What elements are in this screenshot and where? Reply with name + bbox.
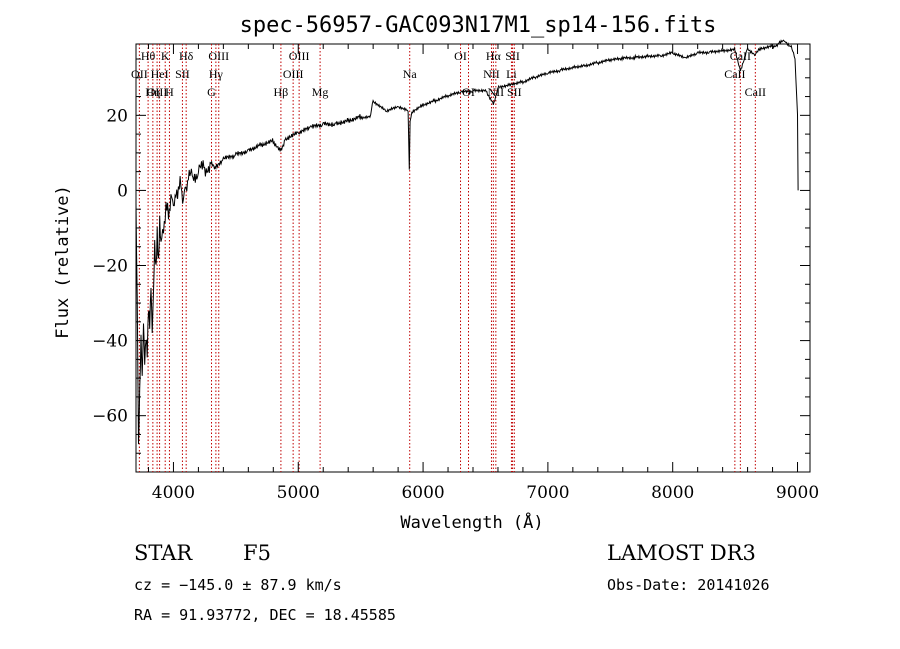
line-marker-label-27: CaII bbox=[745, 85, 766, 99]
line-marker-label-22: Hβ bbox=[274, 85, 289, 99]
line-marker-label-23: Mg bbox=[312, 85, 329, 99]
x-tick-label: 9000 bbox=[776, 483, 819, 503]
line-marker-label-17: CaII bbox=[724, 67, 745, 81]
line-marker-label-3: OIII bbox=[208, 49, 229, 63]
y-tick-label: 20 bbox=[106, 106, 128, 126]
chart-title: spec-56957-GAC093N17M1_sp14-156.fits bbox=[240, 13, 717, 38]
line-marker-label-25: NII bbox=[488, 85, 505, 99]
line-marker-label-15: NII bbox=[483, 67, 500, 81]
y-tick-label: −40 bbox=[92, 332, 128, 352]
x-tick-label: 5000 bbox=[277, 483, 320, 503]
redshift-cz: cz = −145.0 ± 87.9 km/s bbox=[134, 576, 342, 594]
survey-name: LAMOST DR3 bbox=[607, 541, 756, 565]
line-marker-label-20: H bbox=[165, 85, 174, 99]
line-marker-label-0: Hθ bbox=[141, 49, 156, 63]
line-marker-label-1: K bbox=[161, 49, 170, 63]
x-tick-label: 4000 bbox=[152, 483, 195, 503]
line-marker-label-21: G bbox=[207, 85, 216, 99]
line-marker-label-7: SII bbox=[505, 49, 520, 63]
coordinates: RA = 91.93772, DEC = 18.45585 bbox=[134, 606, 396, 624]
line-marker-label-26: SII bbox=[507, 85, 522, 99]
line-marker-label-11: SII bbox=[175, 67, 190, 81]
line-marker-label-19: Hη bbox=[145, 85, 160, 99]
subclass: F5 bbox=[243, 541, 271, 565]
line-marker-label-6: Hα bbox=[486, 49, 502, 63]
line-marker-label-12: Hγ bbox=[209, 67, 224, 81]
line-marker-label-2: Hδ bbox=[179, 49, 194, 63]
y-tick-label: 0 bbox=[117, 181, 128, 201]
line-marker-label-8: CaII bbox=[730, 49, 751, 63]
line-marker-label-24: OI bbox=[462, 85, 475, 99]
line-marker-label-13: OIII bbox=[283, 67, 304, 81]
x-axis-label: Wavelength (Å) bbox=[400, 511, 543, 533]
y-tick-label: −20 bbox=[92, 257, 128, 277]
spectrum-line bbox=[135, 39, 799, 445]
line-marker-label-18: OIII bbox=[147, 85, 168, 99]
line-marker-label-14: Na bbox=[403, 67, 418, 81]
obs-date: Obs-Date: 20141026 bbox=[607, 576, 770, 594]
line-marker-label-16: Li bbox=[506, 67, 517, 81]
line-marker-label-9: OII bbox=[131, 67, 148, 81]
y-axis-label: Flux (relative) bbox=[53, 185, 73, 339]
x-tick-label: 6000 bbox=[401, 483, 444, 503]
y-tick-label: −60 bbox=[92, 407, 128, 427]
x-tick-label: 8000 bbox=[651, 483, 694, 503]
x-tick-label: 7000 bbox=[526, 483, 569, 503]
line-marker-label-10: HeI bbox=[151, 67, 169, 81]
object-class: STAR bbox=[134, 541, 193, 565]
line-marker-label-5: OI bbox=[454, 49, 467, 63]
plot-frame bbox=[135, 43, 811, 473]
line-marker-label-4: OIII bbox=[289, 49, 310, 63]
